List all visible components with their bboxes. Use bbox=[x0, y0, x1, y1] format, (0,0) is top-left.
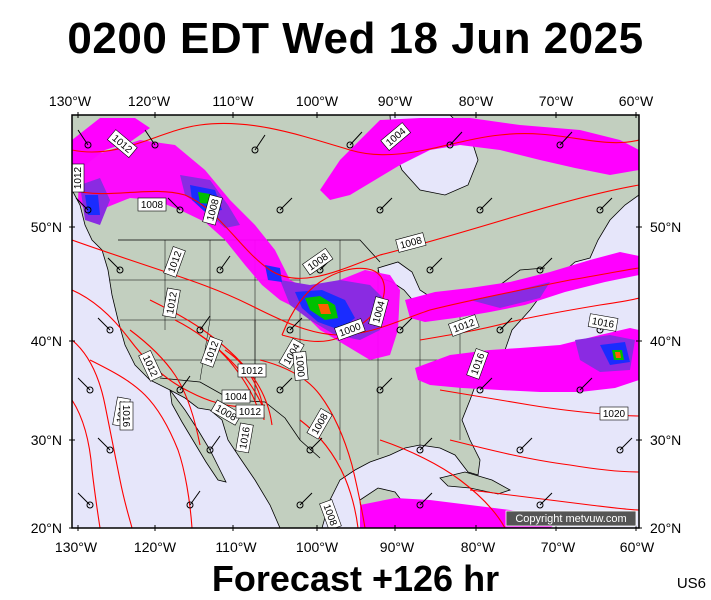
top-longitude-labels: 130°W 120°W 110°W 100°W 90°W 80°W 70°W 6… bbox=[49, 93, 654, 109]
lon-label: 70°W bbox=[541, 539, 576, 555]
lon-label: 90°W bbox=[378, 93, 413, 109]
lat-label: 40°N bbox=[31, 333, 62, 349]
lon-label: 70°W bbox=[539, 93, 574, 109]
lon-label: 80°W bbox=[459, 93, 494, 109]
left-latitude-labels: 50°N 40°N 30°N 20°N bbox=[31, 219, 62, 536]
lon-label: 90°W bbox=[380, 539, 415, 555]
lon-label: 120°W bbox=[134, 539, 177, 555]
bottom-longitude-labels: 130°W 120°W 110°W 100°W 90°W 80°W 70°W 6… bbox=[55, 539, 655, 555]
lon-label: 60°W bbox=[619, 93, 654, 109]
lat-label: 50°N bbox=[31, 219, 62, 235]
lat-label: 20°N bbox=[650, 520, 681, 536]
lon-label: 60°W bbox=[620, 539, 655, 555]
lat-label: 20°N bbox=[31, 520, 62, 536]
wind-barbs bbox=[75, 129, 633, 509]
lon-label: 110°W bbox=[212, 93, 254, 109]
isobar-label: 1000 bbox=[293, 354, 306, 378]
rain-band-east bbox=[405, 252, 639, 322]
isobar-label: 1012 bbox=[73, 166, 84, 189]
lon-label: 130°W bbox=[55, 539, 98, 555]
lat-label: 30°N bbox=[650, 432, 681, 448]
copyright-text: Copyright metvuw.com bbox=[515, 513, 626, 525]
isobar-label: 1012 bbox=[241, 366, 264, 377]
lat-label: 30°N bbox=[31, 432, 62, 448]
map-frame bbox=[71, 114, 640, 529]
isobar-label: 1008 bbox=[141, 200, 164, 211]
isobar-label: 1016 bbox=[238, 426, 253, 450]
rain-band-northwest bbox=[72, 118, 150, 170]
axis-ticks bbox=[69, 112, 642, 531]
copyright-badge: Copyright metvuw.com bbox=[505, 510, 637, 527]
lon-label: 130°W bbox=[49, 93, 92, 109]
chart-title: 0200 EDT Wed 18 Jun 2025 bbox=[67, 14, 644, 63]
forecast-label: Forecast +126 hr bbox=[211, 558, 500, 599]
isobar-label: 1012 bbox=[239, 407, 262, 418]
isobar-label: 1012 bbox=[165, 291, 180, 315]
right-latitude-labels: 50°N 40°N 30°N 20°N bbox=[650, 219, 681, 536]
isobar-label: 1020 bbox=[603, 409, 626, 420]
lon-label: 110°W bbox=[215, 539, 257, 555]
lon-label: 80°W bbox=[461, 539, 496, 555]
region-code: US6 bbox=[676, 575, 706, 592]
isobar-label: 1016 bbox=[120, 405, 131, 428]
isobar-label: 1004 bbox=[225, 392, 248, 403]
lon-label: 120°W bbox=[128, 93, 171, 109]
lat-label: 40°N bbox=[650, 333, 681, 349]
lon-label: 100°W bbox=[296, 93, 339, 109]
lat-label: 50°N bbox=[650, 219, 681, 235]
isobar-label: 1016 bbox=[591, 316, 615, 331]
lon-label: 100°W bbox=[296, 539, 339, 555]
